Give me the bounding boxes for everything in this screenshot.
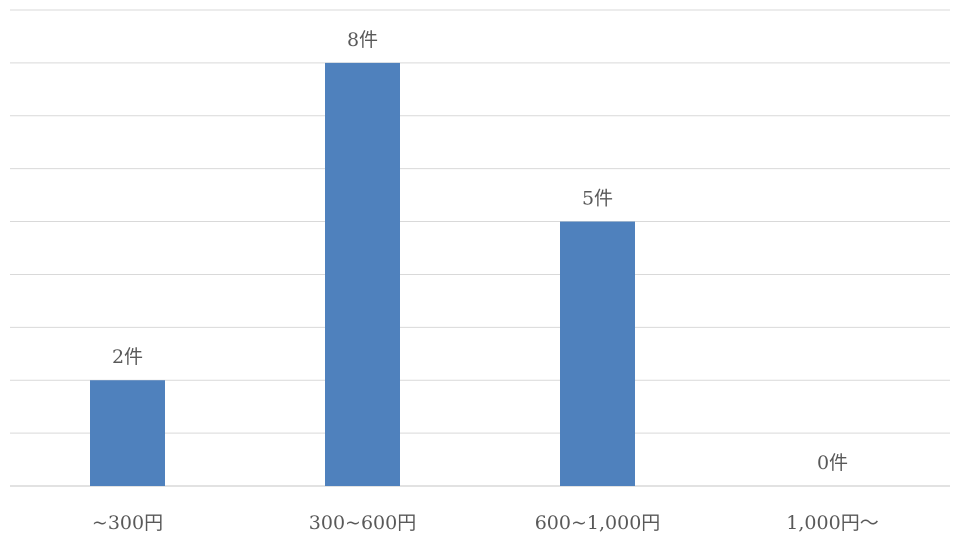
x-axis-ticks: ~300円 300~600円 600~1,000円 1,000円～ [92, 512, 879, 533]
gridlines [10, 9, 950, 487]
data-label: 5件 [582, 188, 613, 210]
data-labels: 2件 8件 5件 0件 [112, 29, 848, 474]
bar [325, 62, 400, 487]
data-label: 8件 [347, 29, 378, 51]
x-tick-label: 300~600円 [309, 512, 416, 533]
bar [90, 380, 165, 486]
bars [90, 62, 635, 487]
x-tick-label: ~300円 [92, 512, 163, 533]
data-label: 0件 [817, 452, 848, 474]
x-tick-label: 1,000円～ [786, 512, 878, 533]
bar [560, 221, 635, 487]
data-label: 2件 [112, 346, 143, 368]
x-tick-label: 600~1,000円 [535, 512, 661, 533]
